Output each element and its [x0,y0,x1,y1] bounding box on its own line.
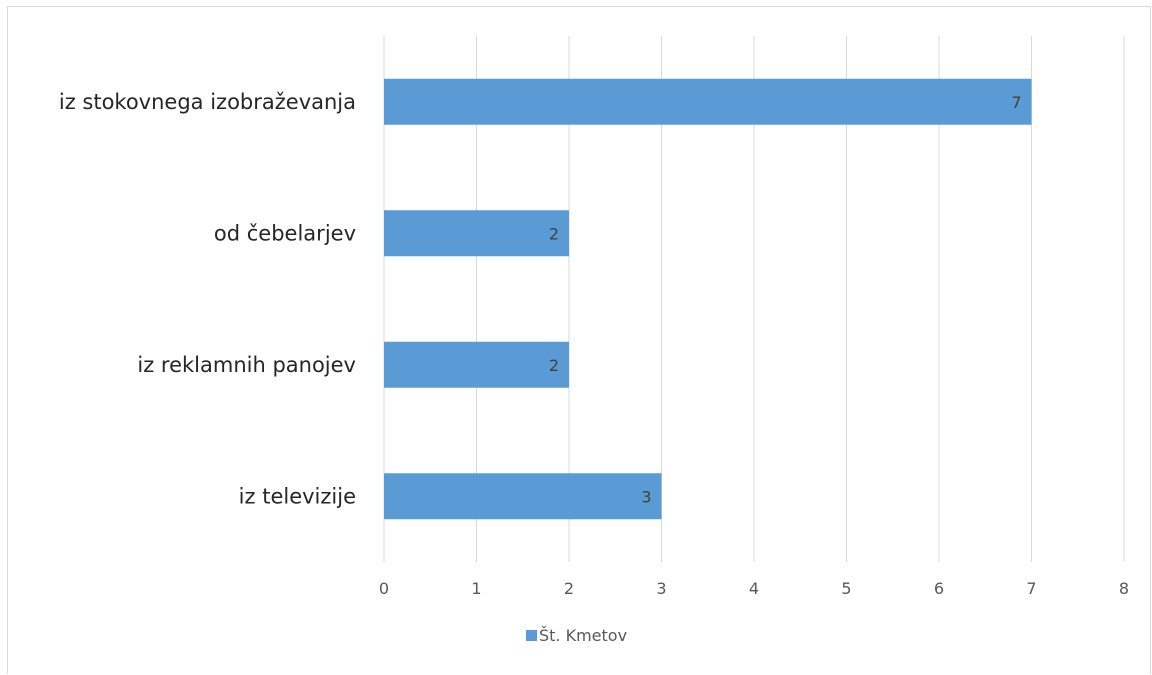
bar [384,341,569,388]
category-label: iz reklamnih panojev [137,353,356,377]
category-label: od čebelarjev [214,221,356,245]
x-tick-label: 1 [471,579,481,598]
x-tick-label: 0 [379,579,389,598]
data-label: 7 [1011,93,1021,112]
data-label: 2 [549,356,559,375]
bar [384,473,662,520]
x-tick-label: 3 [656,579,666,598]
bar [384,210,569,257]
data-label: 2 [549,224,559,243]
x-tick-label: 5 [841,579,851,598]
x-tick-label: 6 [934,579,944,598]
x-tick-label: 7 [1026,579,1036,598]
category-label: iz televizije [239,484,356,508]
x-tick-label: 8 [1119,579,1129,598]
legend-label: Št. Kmetov [539,626,627,645]
x-tick-label: 2 [564,579,574,598]
legend-swatch [526,630,537,641]
category-label: iz stokovnega izobraževanja [59,90,356,114]
x-tick-label: 4 [749,579,759,598]
data-label: 3 [641,487,651,506]
bar [384,78,1032,125]
